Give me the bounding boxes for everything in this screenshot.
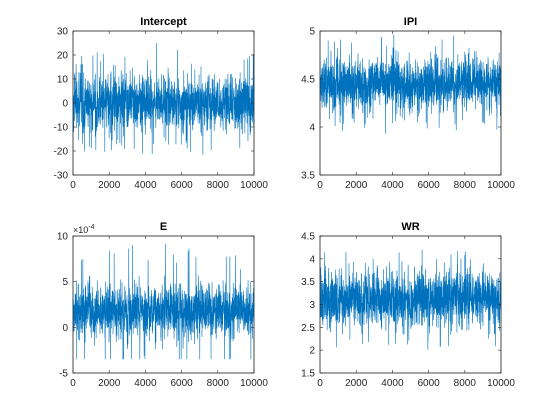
x-tick-label: 8000 [454,180,477,191]
subplot-title: Intercept [140,16,187,28]
y-tick-label: 5 [62,277,68,288]
y-tick-label: 3.5 [301,171,315,182]
trace-line [72,243,255,360]
x-tick-label: 10000 [487,378,515,389]
y-tick-label: 0 [62,99,68,110]
y-tick-label: 4.5 [301,75,315,86]
y-tick-label: 4 [309,254,315,265]
y-tick-label: 30 [57,27,69,38]
x-tick-label: 8000 [207,378,230,389]
x-tick-label: 8000 [207,180,230,191]
y-tick-label: 10 [57,232,69,243]
y-tick-label: -30 [54,171,69,182]
x-tick-label: 4000 [381,378,404,389]
y-axis-exponent: ×10-4 [73,224,95,235]
subplot-title: WR [401,221,419,233]
x-tick-label: 10000 [240,378,268,389]
x-tick-label: 0 [70,180,76,191]
y-tick-label: 3 [309,300,315,311]
axes-border [319,30,502,176]
y-tick-label: 20 [57,51,69,62]
y-tick-label: -20 [54,147,69,158]
subplot-title: IPI [404,16,417,28]
x-tick-label: 2000 [98,378,121,389]
x-tick-label: 10000 [487,180,515,191]
y-tick-label: 4 [309,123,315,134]
y-tick-label: 1.5 [301,369,315,380]
x-tick-label: 10000 [240,180,268,191]
axes-border [72,235,255,374]
x-tick-label: 6000 [417,180,440,191]
x-tick-label: 2000 [345,378,368,389]
subplot-title: E [160,221,167,233]
y-tick-label: 3.5 [301,277,315,288]
x-tick-label: 4000 [134,180,157,191]
x-tick-label: 0 [70,378,76,389]
y-tick-label: -10 [54,123,69,134]
trace-line [72,42,255,155]
x-tick-label: 6000 [170,180,193,191]
x-tick-label: 4000 [134,378,157,389]
trace-line [319,249,502,350]
x-tick-label: 4000 [381,180,404,191]
x-tick-label: 6000 [170,378,193,389]
subplot-intercept: Intercept 0 2000 4000 6000 8000 10000 -30 -20 -10… [54,16,269,191]
subplot-ipi: IPI 0 2000 4000 6000 8000 10000 3.5 4 4.5 5 [301,16,515,191]
trace-line [319,34,502,134]
y-tick-label: 0 [62,323,68,334]
y-tick-label: 10 [57,75,69,86]
x-tick-label: 2000 [345,180,368,191]
subplot-wr: WR 0 2000 4000 6000 8000 10000 1.5 2 2.5 3 3.5 4 4.5 [301,221,515,389]
y-tick-label: 2 [309,346,315,357]
y-tick-label: 2.5 [301,323,315,334]
x-tick-label: 6000 [417,378,440,389]
x-tick-label: 0 [317,378,323,389]
x-tick-label: 0 [317,180,323,191]
y-tick-label: -5 [59,369,68,380]
x-tick-label: 2000 [98,180,121,191]
y-tick-label: 4.5 [301,232,315,243]
y-tick-label: 5 [309,27,315,38]
x-tick-label: 8000 [454,378,477,389]
